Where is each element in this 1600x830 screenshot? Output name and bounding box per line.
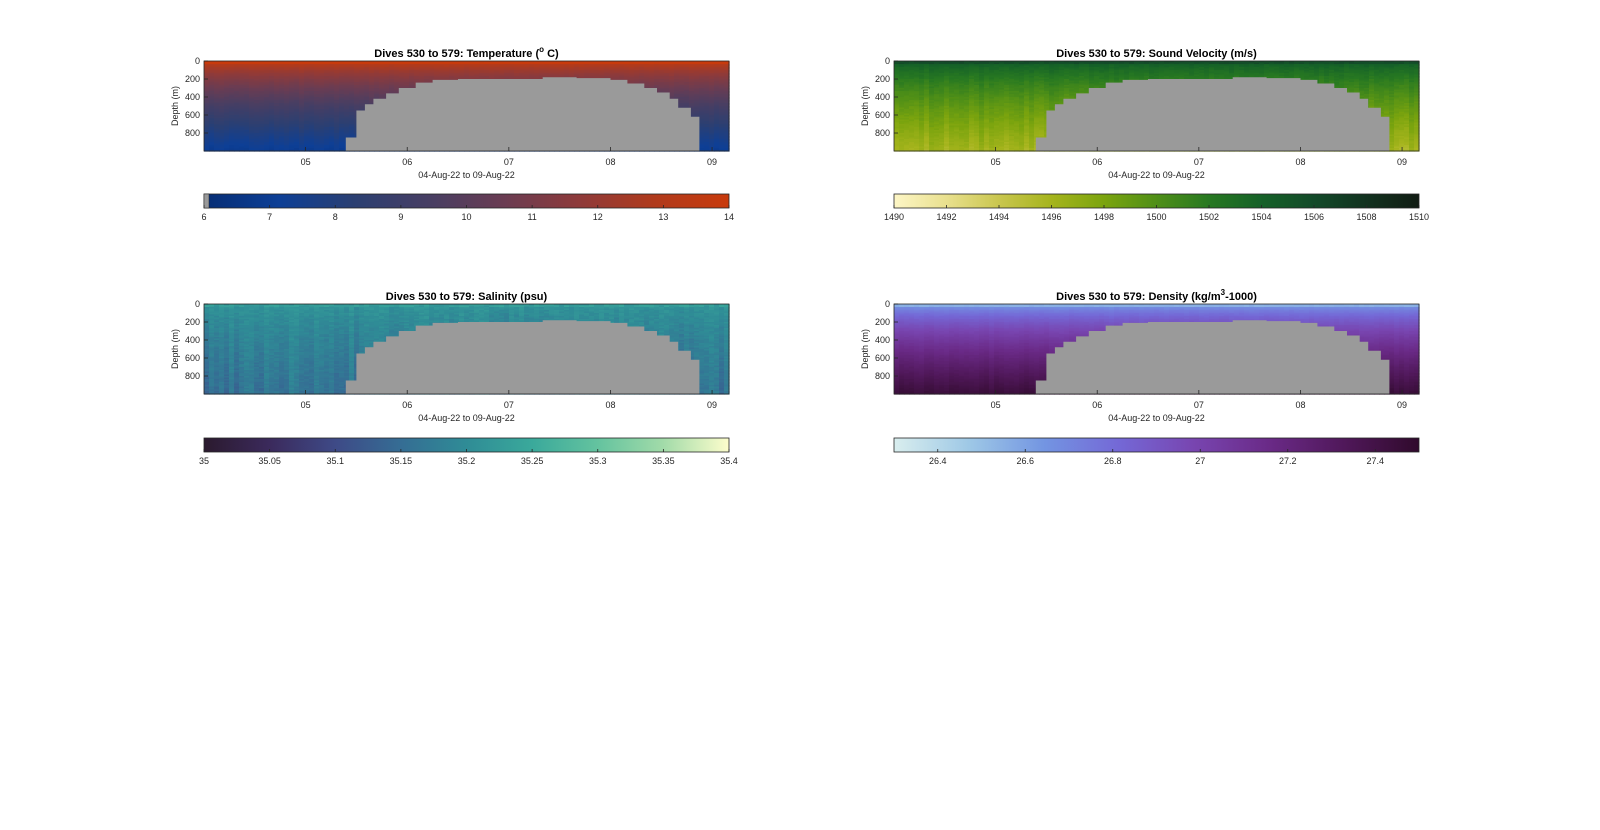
panel-temperature: Dives 530 to 579: Temperature (o C)02004… — [170, 45, 734, 222]
